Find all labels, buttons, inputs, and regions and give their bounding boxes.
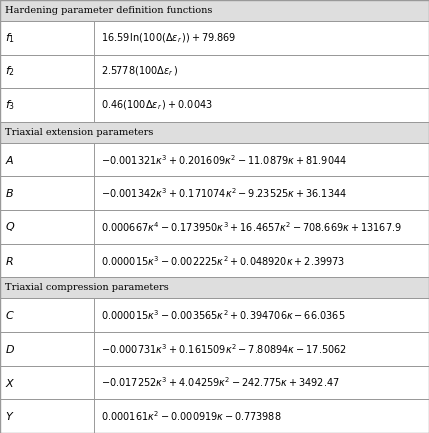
Text: $\mathit{f}_1$: $\mathit{f}_1$	[5, 31, 15, 45]
Text: $0.000015\kappa^3-0.003565\kappa^2+0.394706\kappa-66.0365$: $0.000015\kappa^3-0.003565\kappa^2+0.394…	[101, 308, 345, 322]
Text: Triaxial extension parameters: Triaxial extension parameters	[5, 128, 154, 137]
Bar	[0, 55, 94, 88]
Text: $\mathit{A}$: $\mathit{A}$	[5, 154, 15, 166]
Text: $0.46(100\Delta\varepsilon_r\,)+0.0043$: $0.46(100\Delta\varepsilon_r\,)+0.0043$	[101, 98, 213, 112]
Bar	[94, 244, 429, 278]
Bar	[0, 21, 94, 55]
Text: Hardening parameter definition functions: Hardening parameter definition functions	[5, 6, 212, 15]
Text: $16.59\,\mathrm{ln}(100(\Delta\varepsilon_r\,))+79.869$: $16.59\,\mathrm{ln}(100(\Delta\varepsilo…	[101, 31, 236, 45]
Bar	[0, 399, 94, 433]
Text: Triaxial compression parameters: Triaxial compression parameters	[5, 284, 169, 292]
Bar	[94, 177, 429, 210]
Bar	[94, 399, 429, 433]
Bar	[94, 298, 429, 332]
Text: $-0.017252\kappa^3+4.04259\kappa^2-242.775\kappa+3492.47$: $-0.017252\kappa^3+4.04259\kappa^2-242.7…	[101, 375, 339, 389]
Text: $0.000161\kappa^2-0.000919\kappa-0.773988$: $0.000161\kappa^2-0.000919\kappa-0.77398…	[101, 409, 281, 423]
Bar	[0, 210, 94, 244]
Bar	[94, 366, 429, 399]
Bar	[0, 298, 94, 332]
Text: $\mathit{f}_2$: $\mathit{f}_2$	[5, 65, 15, 78]
Bar	[0, 278, 429, 298]
Text: $\mathit{R}$: $\mathit{R}$	[5, 255, 14, 267]
Bar	[0, 244, 94, 278]
Bar	[94, 55, 429, 88]
Bar	[94, 210, 429, 244]
Bar	[94, 21, 429, 55]
Text: $0.000015\kappa^3-0.002225\kappa^2+0.048920\kappa+2.39973$: $0.000015\kappa^3-0.002225\kappa^2+0.048…	[101, 254, 345, 268]
Text: $-0.000731\kappa^3+0.161509\kappa^2-7.80894\kappa-17.5062$: $-0.000731\kappa^3+0.161509\kappa^2-7.80…	[101, 342, 347, 356]
Text: $\mathit{Y}$: $\mathit{Y}$	[5, 410, 15, 422]
Text: $\mathit{B}$: $\mathit{B}$	[5, 187, 14, 199]
Bar	[0, 143, 94, 177]
Text: $\mathit{D}$: $\mathit{D}$	[5, 343, 15, 355]
Text: $-0.001342\kappa^3+0.171074\kappa^2-9.23525\kappa+36.1344$: $-0.001342\kappa^3+0.171074\kappa^2-9.23…	[101, 186, 347, 200]
Text: $\mathit{Q}$: $\mathit{Q}$	[5, 220, 15, 233]
Bar	[94, 88, 429, 122]
Bar	[0, 332, 94, 366]
Bar	[0, 122, 429, 143]
Bar	[94, 143, 429, 177]
Text: $\mathit{X}$: $\mathit{X}$	[5, 377, 15, 388]
Text: $0.000667\kappa^4-0.173950\kappa^3+16.4657\kappa^2-708.669\kappa+13167.9$: $0.000667\kappa^4-0.173950\kappa^3+16.46…	[101, 220, 402, 234]
Bar	[94, 332, 429, 366]
Text: $-0.001321\kappa^3+0.201609\kappa^2-11.0879\kappa+81.9044$: $-0.001321\kappa^3+0.201609\kappa^2-11.0…	[101, 153, 347, 167]
Bar	[0, 88, 94, 122]
Text: $\mathit{C}$: $\mathit{C}$	[5, 309, 15, 321]
Text: $2.5778(100\Delta\varepsilon_r\,)$: $2.5778(100\Delta\varepsilon_r\,)$	[101, 65, 178, 78]
Bar	[0, 366, 94, 399]
Text: $\mathit{f}_3$: $\mathit{f}_3$	[5, 98, 15, 112]
Bar	[0, 177, 94, 210]
Bar	[0, 0, 429, 21]
